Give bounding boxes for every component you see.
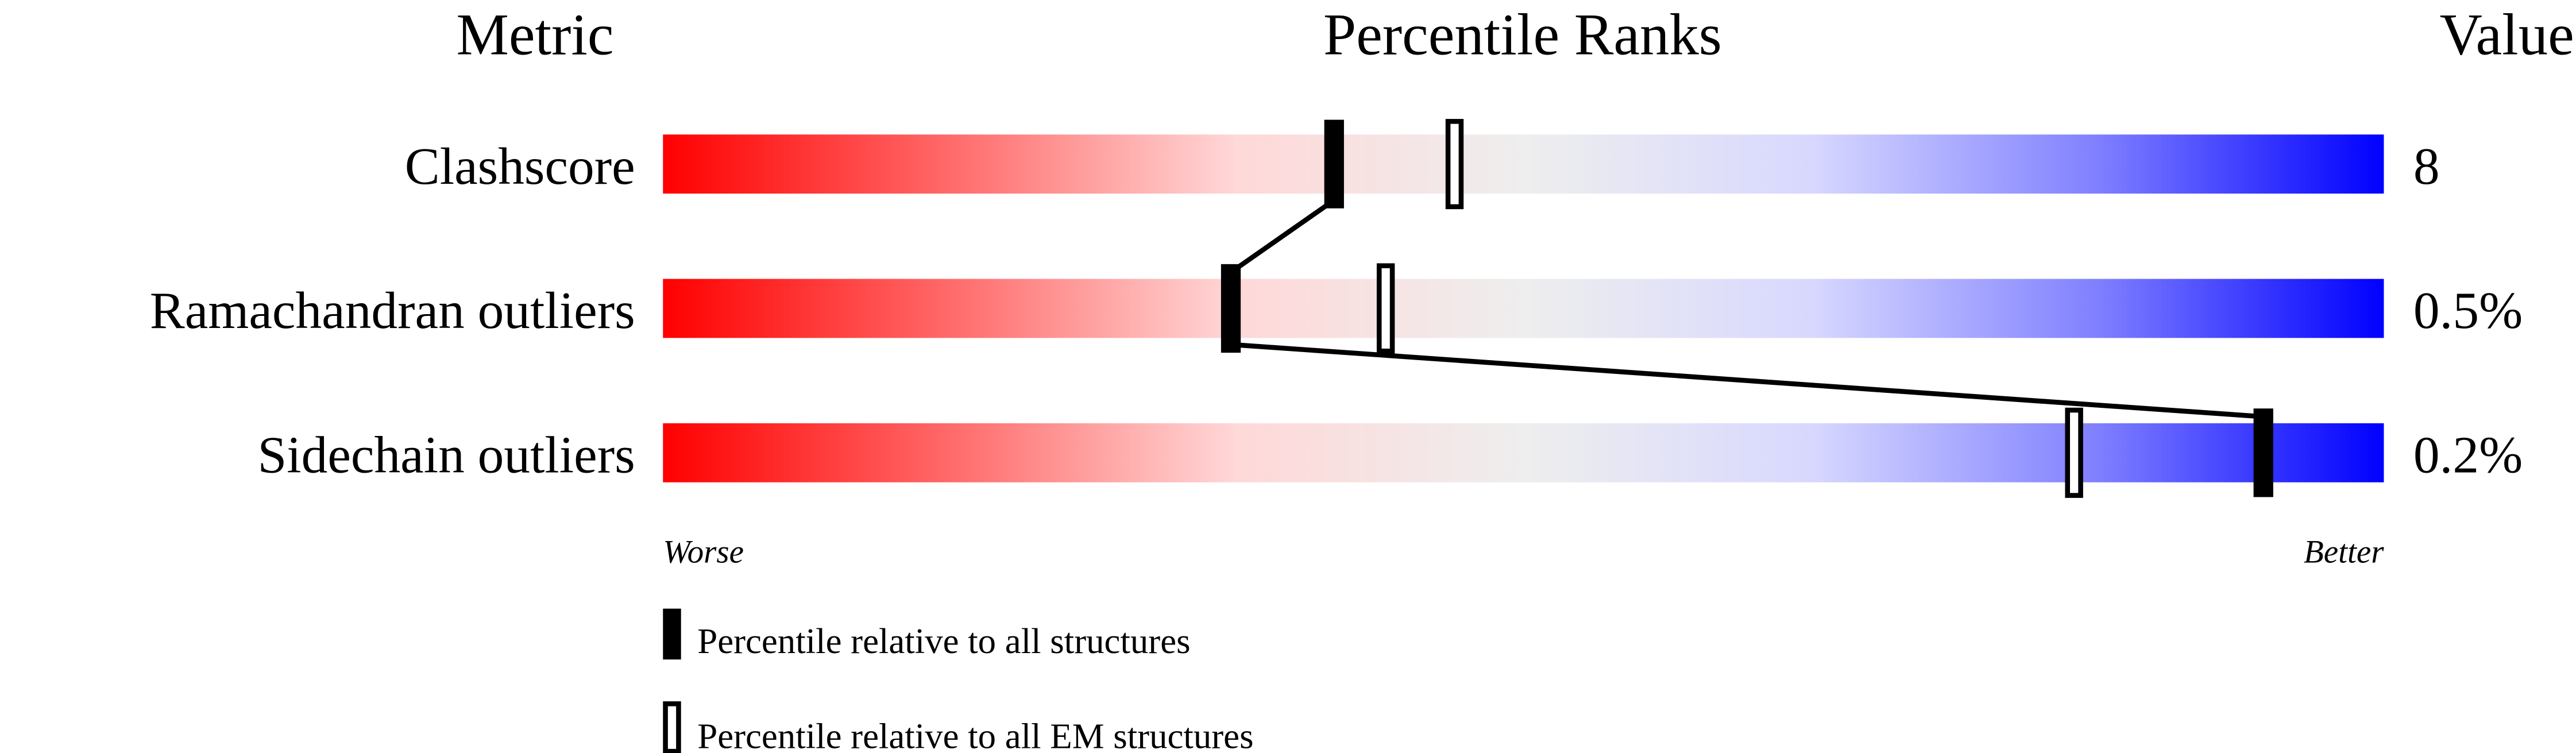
- metric-label: Sidechain outliers: [257, 426, 635, 484]
- marker-all-percentile: [1324, 119, 1344, 208]
- percentile-bar: [663, 134, 2384, 194]
- metric-value: 0.2%: [2413, 426, 2523, 484]
- header-percentile-ranks: Percentile Ranks: [1323, 2, 1722, 67]
- marker-all-percentile: [2253, 408, 2273, 497]
- metric-value: 8: [2413, 137, 2440, 195]
- header-value: Value: [2440, 2, 2574, 67]
- legend-label-all: Percentile relative to all structures: [697, 621, 1190, 661]
- axis-label-better: Better: [2304, 534, 2384, 570]
- axis-label-worse: Worse: [663, 534, 744, 570]
- connector-line: [1230, 342, 2264, 419]
- legend-label-em: Percentile relative to all EM structures: [697, 716, 1253, 753]
- metric-value: 0.5%: [2413, 281, 2523, 339]
- marker-em-percentile: [1445, 119, 1464, 210]
- connector-line: [1229, 198, 1336, 275]
- header-metric: Metric: [456, 2, 613, 67]
- metric-label: Clashscore: [405, 137, 635, 195]
- legend-filled-marker: [663, 608, 681, 660]
- marker-em-percentile: [1376, 263, 1395, 354]
- percentile-bar: [663, 279, 2384, 338]
- metric-label: Ramachandran outliers: [150, 281, 635, 339]
- marker-em-percentile: [2065, 407, 2083, 498]
- marker-all-percentile: [1221, 264, 1241, 353]
- percentile-bar: [663, 423, 2384, 482]
- legend-open-marker: [663, 701, 681, 753]
